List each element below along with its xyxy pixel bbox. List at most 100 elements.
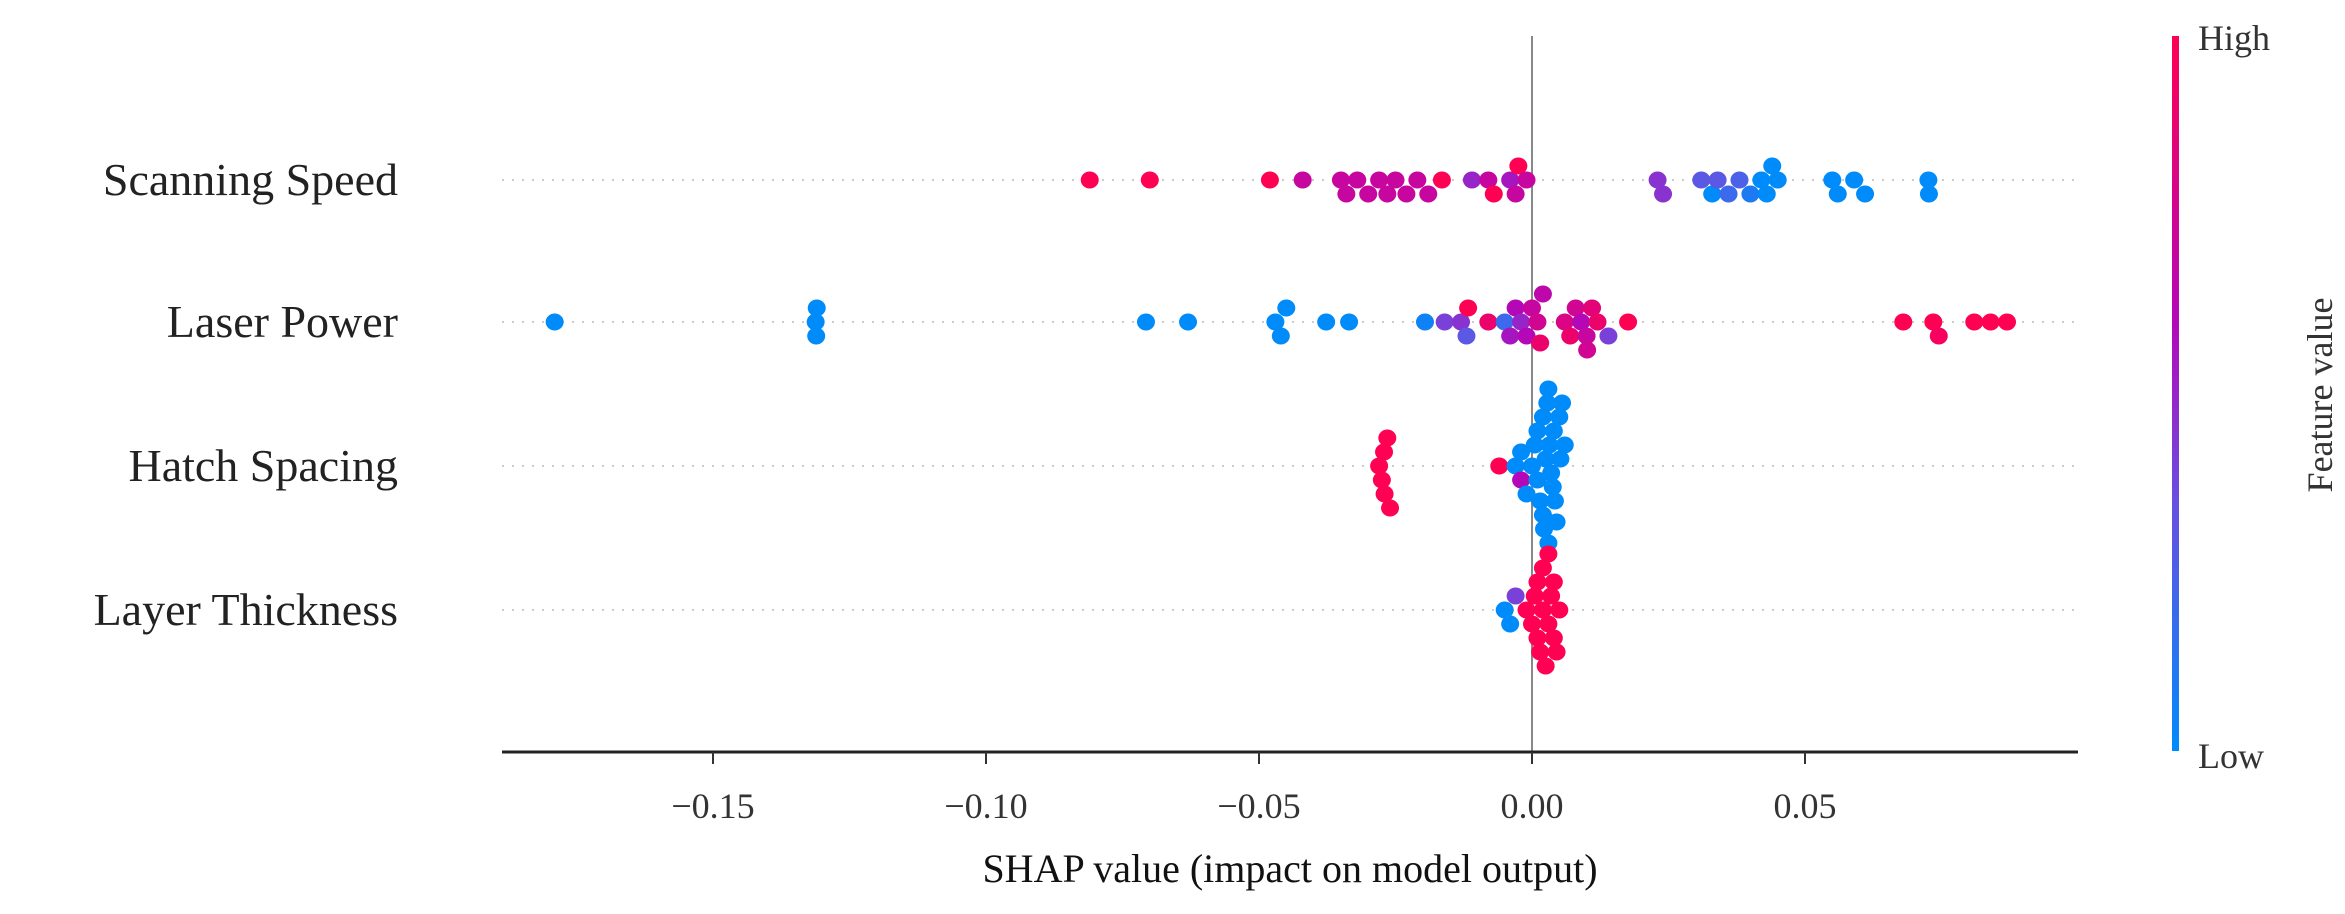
shap-point	[1719, 185, 1738, 203]
shap-point	[1490, 457, 1509, 475]
shap-point	[1479, 313, 1498, 331]
feature-label: Scanning Speed	[103, 154, 398, 205]
shap-point	[1981, 313, 2000, 331]
feature-label: Laser Power	[167, 296, 398, 347]
shap-point	[1544, 422, 1563, 440]
shap-point	[1730, 171, 1749, 189]
shap-point	[1459, 299, 1478, 317]
shap-point	[1512, 471, 1531, 489]
shap-point	[1539, 380, 1558, 398]
shap-point	[1260, 171, 1279, 189]
shap-point	[1542, 587, 1561, 605]
shap-point	[1484, 185, 1503, 203]
shap-point	[1555, 436, 1574, 454]
shap-point	[1517, 485, 1536, 503]
shap-point	[1512, 443, 1531, 461]
shap-point	[1550, 408, 1569, 426]
shap-point	[1540, 436, 1559, 454]
shap-point	[1583, 299, 1602, 317]
shap-point	[1271, 327, 1290, 345]
shap-point	[1542, 464, 1561, 482]
shap-point	[1654, 185, 1673, 203]
shap-point	[1648, 171, 1667, 189]
feature-label: Hatch Spacing	[128, 440, 398, 491]
shap-point	[1539, 615, 1558, 633]
shap-point	[1533, 285, 1552, 303]
shap-point	[1528, 629, 1547, 647]
x-tick-label: −0.05	[1217, 786, 1300, 826]
shap-point	[1577, 327, 1596, 345]
shap-point	[1555, 313, 1574, 331]
shap-point	[1531, 334, 1550, 352]
shap-point	[1331, 171, 1350, 189]
shap-point	[1495, 313, 1514, 331]
shap-point	[1419, 185, 1438, 203]
shap-point	[1506, 185, 1525, 203]
shap-point	[1823, 171, 1842, 189]
shap-point	[1179, 313, 1198, 331]
shap-point	[1495, 601, 1514, 619]
shap-point	[1528, 573, 1547, 591]
x-tick-label: 0.00	[1501, 786, 1564, 826]
shap-point	[1337, 185, 1356, 203]
shap-point	[1348, 171, 1367, 189]
shap-point	[1544, 629, 1563, 647]
shap-point	[1375, 485, 1394, 503]
shap-point	[1757, 185, 1776, 203]
x-tick-label: 0.05	[1774, 786, 1837, 826]
shap-point	[807, 327, 826, 345]
shap-point	[807, 299, 826, 317]
shap-point	[1136, 313, 1155, 331]
shap-point	[1408, 171, 1427, 189]
shap-point	[1506, 587, 1525, 605]
shap-point	[1545, 492, 1564, 510]
colorbar-high-label: High	[2198, 18, 2270, 58]
shap-point	[1517, 171, 1536, 189]
shap-point	[1452, 313, 1471, 331]
x-axis-label: SHAP value (impact on model output)	[982, 846, 1597, 891]
shap-point	[1533, 408, 1552, 426]
shap-point	[1517, 327, 1536, 345]
shap-point	[1397, 185, 1416, 203]
shap-point	[1501, 615, 1520, 633]
shap-point	[1525, 436, 1544, 454]
shap-point	[1512, 313, 1531, 331]
shap-point	[1572, 313, 1591, 331]
shap-point	[1741, 185, 1760, 203]
shap-point	[1277, 299, 1296, 317]
shap-point	[1550, 601, 1569, 619]
shap-point	[806, 313, 825, 331]
shap-point	[1359, 185, 1378, 203]
shap-point	[1547, 643, 1566, 661]
shap-point	[1525, 587, 1544, 605]
shap-point	[1378, 185, 1397, 203]
shap-point	[1528, 313, 1547, 331]
shap-point	[1845, 171, 1864, 189]
shap-point	[1536, 657, 1555, 675]
shap-point	[1536, 450, 1555, 468]
shap-point	[1919, 185, 1938, 203]
shap-point	[1768, 171, 1787, 189]
shap-point	[1708, 171, 1727, 189]
shap-point	[1547, 513, 1566, 531]
shap-point	[1528, 471, 1547, 489]
shap-point	[1929, 327, 1948, 345]
x-tick-label: −0.15	[671, 786, 754, 826]
shap-point	[1553, 394, 1572, 412]
shap-point	[1415, 313, 1434, 331]
shap-point	[1965, 313, 1984, 331]
shap-point	[1543, 478, 1562, 496]
shap-point	[1588, 313, 1607, 331]
shap-point	[1378, 429, 1397, 447]
shap-point	[545, 313, 564, 331]
x-tick-label: −0.10	[944, 786, 1027, 826]
shap-point	[1386, 171, 1405, 189]
shap-point	[1523, 615, 1541, 633]
shap-point	[1528, 422, 1547, 440]
shap-point	[1080, 171, 1099, 189]
shap-point	[1523, 457, 1541, 475]
shap-point	[1457, 327, 1476, 345]
colorbar	[2172, 36, 2179, 751]
colorbar-low-label: Low	[2198, 736, 2264, 776]
shap-point	[1523, 299, 1541, 317]
